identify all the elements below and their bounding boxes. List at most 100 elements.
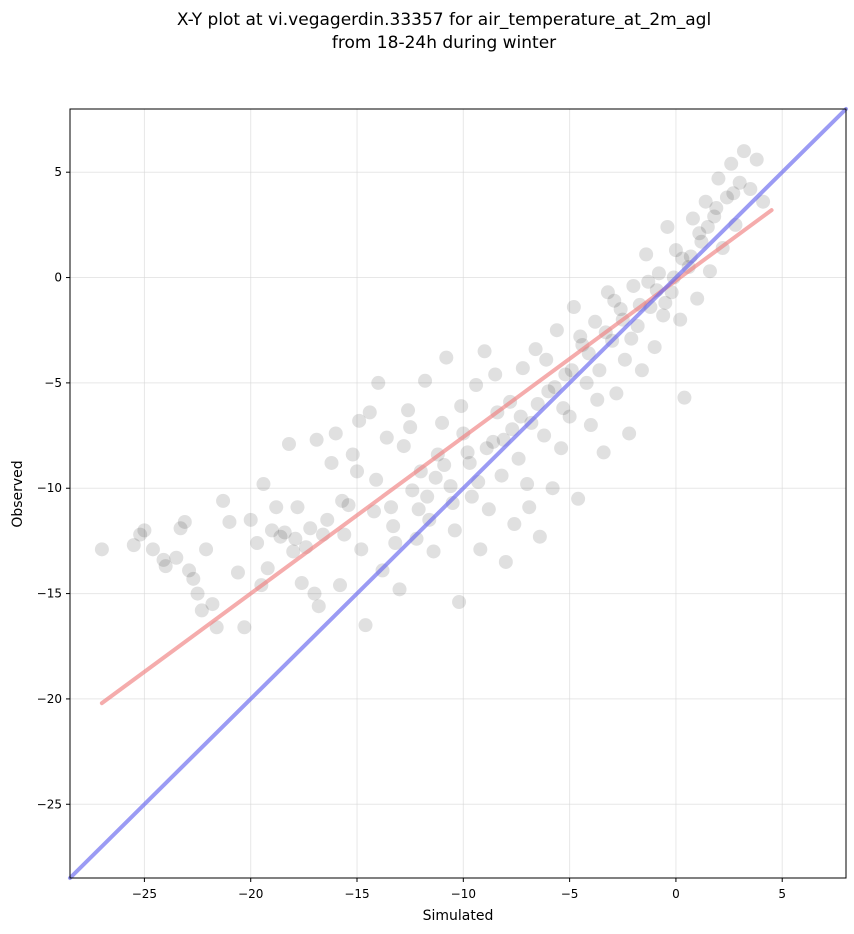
- data-point: [443, 479, 458, 494]
- y-tick-label: 0: [54, 271, 62, 285]
- data-point: [607, 293, 622, 308]
- data-point: [709, 201, 724, 216]
- data-point: [558, 367, 573, 382]
- data-point: [530, 396, 545, 411]
- data-point: [411, 502, 426, 517]
- data-point: [743, 182, 758, 197]
- data-point: [556, 401, 571, 416]
- data-point: [354, 542, 369, 557]
- data-point: [656, 308, 671, 323]
- x-tick-label: −10: [451, 887, 476, 901]
- data-point: [511, 451, 526, 466]
- data-point: [309, 432, 324, 447]
- data-point: [732, 175, 747, 190]
- data-point: [369, 472, 384, 487]
- data-point: [437, 458, 452, 473]
- data-point: [260, 561, 275, 576]
- data-point: [494, 468, 509, 483]
- data-point: [194, 603, 209, 618]
- data-point: [281, 436, 296, 451]
- y-axis-label: Observed: [10, 460, 26, 527]
- data-point: [230, 565, 245, 580]
- data-point: [583, 418, 598, 433]
- data-point: [513, 409, 528, 424]
- data-point: [403, 420, 418, 435]
- data-point: [333, 578, 348, 593]
- data-point: [460, 445, 475, 460]
- data-point: [588, 314, 603, 329]
- data-point: [573, 329, 588, 344]
- data-point: [133, 527, 148, 542]
- scatter-points: [94, 144, 771, 635]
- data-point: [641, 274, 656, 289]
- data-point: [126, 538, 141, 553]
- data-point: [564, 363, 579, 378]
- data-point: [243, 512, 258, 527]
- data-point: [250, 536, 265, 551]
- data-point: [537, 428, 552, 443]
- data-point: [539, 352, 554, 367]
- data-point: [736, 144, 751, 159]
- data-point: [505, 422, 520, 437]
- data-point: [209, 620, 224, 635]
- data-point: [137, 523, 152, 538]
- data-point: [477, 344, 492, 359]
- data-point: [756, 194, 771, 209]
- data-point: [532, 529, 547, 544]
- data-point: [288, 531, 303, 546]
- data-point: [303, 521, 318, 536]
- data-point: [367, 504, 382, 519]
- data-point: [426, 544, 441, 559]
- data-point: [418, 373, 433, 388]
- data-point: [528, 342, 543, 357]
- data-point: [307, 586, 322, 601]
- data-point: [199, 542, 214, 557]
- data-point: [435, 415, 450, 430]
- data-point: [290, 500, 305, 515]
- y-tick-label: −5: [44, 376, 62, 390]
- data-point: [664, 285, 679, 300]
- data-point: [581, 346, 596, 361]
- data-point: [182, 563, 197, 578]
- data-point: [647, 340, 662, 355]
- data-point: [698, 194, 713, 209]
- data-point: [473, 542, 488, 557]
- data-point: [685, 211, 700, 226]
- data-point: [651, 266, 666, 281]
- y-tick-label: −15: [37, 587, 62, 601]
- data-point: [335, 493, 350, 508]
- data-point: [726, 186, 741, 201]
- data-point: [341, 498, 356, 513]
- data-point: [592, 363, 607, 378]
- data-point: [515, 361, 530, 376]
- data-point: [464, 489, 479, 504]
- y-axis: −25 −20 −15 −10 −5 0 5: [37, 165, 70, 811]
- data-point: [624, 331, 639, 346]
- y-tick-label: −20: [37, 692, 62, 706]
- data-point: [626, 278, 641, 293]
- data-point: [392, 582, 407, 597]
- y-tick-label: −10: [37, 481, 62, 495]
- data-point: [158, 559, 173, 574]
- data-point: [216, 493, 231, 508]
- data-point: [469, 377, 484, 392]
- data-point: [554, 441, 569, 456]
- chart-title-line1: X-Y plot at vi.vegagerdin.33357 for air_…: [177, 10, 711, 30]
- reference-lines: [68, 107, 848, 880]
- y-tick-label: −25: [37, 797, 62, 811]
- data-point: [454, 399, 469, 414]
- data-point: [173, 521, 188, 536]
- x-tick-label: 0: [672, 887, 680, 901]
- data-point: [405, 483, 420, 498]
- chart-title-line2: from 18-24h during winter: [332, 33, 556, 53]
- data-point: [609, 386, 624, 401]
- data-point: [724, 156, 739, 171]
- data-point: [379, 430, 394, 445]
- x-tick-label: −20: [238, 887, 263, 901]
- data-point: [264, 523, 279, 538]
- data-point: [439, 350, 454, 365]
- data-point: [694, 234, 709, 249]
- data-point: [286, 544, 301, 559]
- data-point: [186, 571, 201, 586]
